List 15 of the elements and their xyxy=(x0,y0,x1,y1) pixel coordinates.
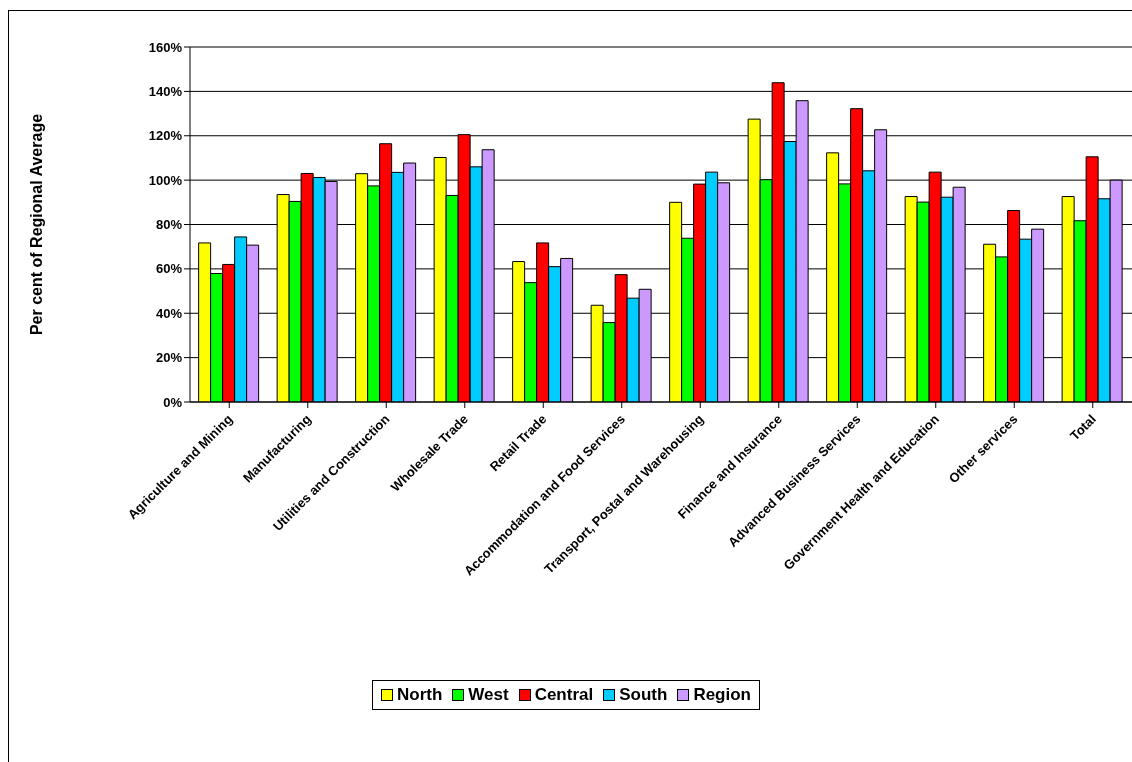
y-tick-label: 80% xyxy=(155,217,183,233)
y-tick-label: 0% xyxy=(163,394,183,410)
y-tick-label: 160% xyxy=(148,39,183,55)
legend-label: West xyxy=(467,685,509,705)
y-tick-label: 40% xyxy=(155,305,183,321)
y-tick-label: 140% xyxy=(148,83,183,99)
legend-label: South xyxy=(618,685,668,705)
legend-label: North xyxy=(396,685,443,705)
y-tick-label: 100% xyxy=(148,172,183,188)
y-tick-label: 120% xyxy=(148,128,183,144)
legend-label: Region xyxy=(692,685,751,705)
y-tick-label: 60% xyxy=(155,261,183,277)
y-tick-label: 20% xyxy=(155,350,183,366)
legend-label: Central xyxy=(533,685,594,705)
y-axis-title: Per cent of Regional Average xyxy=(27,113,45,336)
